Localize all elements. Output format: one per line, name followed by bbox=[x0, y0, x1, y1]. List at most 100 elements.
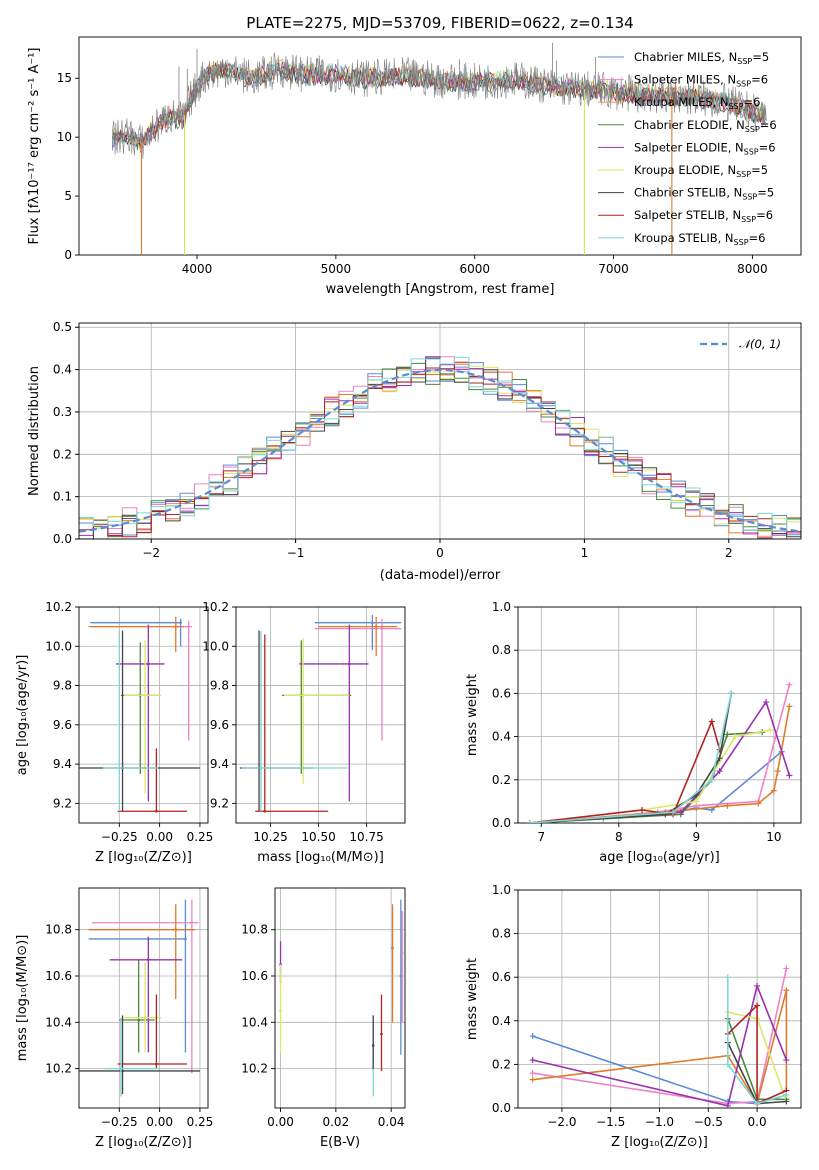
z-mass-point-5 bbox=[143, 1016, 147, 1019]
ebv-mass-point-1 bbox=[279, 1009, 282, 1013]
mass-age-ytick-label-3: 9.8 bbox=[210, 679, 229, 693]
mass-age-frame bbox=[235, 606, 406, 824]
mass-age-xtick-label-0: 10.25 bbox=[253, 830, 287, 844]
z-vs-mass-panel: −0.25 0.00 0.25 10.2 10.4 10.6 10.8 Z [log₁₀(Z/… bbox=[15, 887, 213, 1150]
z-mass-xlabel: Z [log₁₀(Z/Z⊙)] bbox=[95, 1135, 192, 1150]
z-weight-ytick-label-4: 0.8 bbox=[492, 927, 511, 941]
z-weight-xtick-label-4: 0.0 bbox=[748, 1115, 767, 1129]
residuals-legend-label: 𝒩(0, 1) bbox=[739, 337, 781, 351]
age-weight-ytick-label-3: 0.6 bbox=[492, 686, 511, 700]
residuals-hist-step-8 bbox=[79, 356, 801, 539]
age-weight-frame bbox=[517, 606, 802, 824]
z-weight-ytick-label-5: 1.0 bbox=[492, 883, 511, 897]
spectrum-ytick-label-2: 10 bbox=[57, 130, 72, 144]
residuals-xtick-label-1: −1 bbox=[287, 546, 305, 560]
z-weight-series-line-4 bbox=[532, 983, 788, 1107]
age-weight-series-marker-2-5 bbox=[774, 768, 781, 775]
age-weight-series-line-6 bbox=[529, 693, 732, 823]
spectrum-xtick-label-3: 7000 bbox=[598, 262, 629, 276]
age-weight-series-marker-3-3 bbox=[724, 731, 731, 738]
spectrum-panel: PLATE=2275, MJD=53709, FIBERID=0622, z=0… bbox=[27, 14, 802, 297]
age-weight-ytick-label-4: 0.8 bbox=[492, 643, 511, 657]
z-weight-ytick-label-3: 0.6 bbox=[492, 970, 511, 984]
z-age-point-7 bbox=[155, 809, 158, 813]
z-weight-series-marker-4-1 bbox=[724, 1102, 731, 1108]
z-weight-series-line-8 bbox=[727, 977, 787, 1105]
mass-age-point-7 bbox=[263, 809, 267, 813]
mass-age-point-4 bbox=[348, 662, 351, 666]
z-weight-series-marker-8-3 bbox=[783, 1091, 790, 1098]
residuals-xlabel: (data-model)/error bbox=[380, 568, 501, 583]
z-age-xtick-label-2: 0.25 bbox=[187, 830, 214, 844]
mass-age-xtick-label-1: 10.50 bbox=[301, 830, 335, 844]
z-weight-series-marker-1-3 bbox=[783, 965, 790, 972]
ebv-mass-point-3 bbox=[371, 1044, 375, 1047]
spectrum-legend-label-n-1: =6 bbox=[751, 73, 768, 87]
age-weight-series-marker-8-0 bbox=[526, 820, 533, 823]
spectrum-legend-label-text-7: Salpeter STELIB, N bbox=[634, 208, 741, 222]
spectrum-xtick-label-1: 5000 bbox=[321, 262, 352, 276]
age-weight-series-marker-7-3 bbox=[708, 718, 715, 725]
z-mass-point-6 bbox=[121, 1069, 124, 1073]
age-weight-series-marker-2-4 bbox=[770, 787, 777, 794]
mass-age-xtick-label-2: 10.75 bbox=[349, 830, 383, 844]
age-weight-series-marker-1-4 bbox=[786, 681, 793, 688]
age-weight-series-marker-5-2 bbox=[693, 798, 700, 805]
age-weight-ytick-label-5: 1.0 bbox=[492, 600, 511, 614]
z-age-point-0 bbox=[179, 621, 182, 625]
z-weight-ytick-label-2: 0.4 bbox=[492, 1014, 511, 1028]
residuals-ytick-label-4: 0.4 bbox=[53, 363, 72, 377]
mass-age-point-0 bbox=[371, 621, 374, 625]
z-mass-point-7 bbox=[155, 1062, 158, 1066]
age-weight-series-line-8 bbox=[529, 693, 732, 823]
z-weight-series-line-7 bbox=[727, 1003, 787, 1105]
spectrum-legend-label-text-3: Chabrier ELODIE, N bbox=[634, 118, 745, 132]
spectrum-legend-label-sub-5: SSP bbox=[736, 170, 751, 179]
z-weight-series-marker-7-1 bbox=[754, 1002, 761, 1009]
residuals-ytick-label-3: 0.3 bbox=[53, 405, 72, 419]
z-weight-series-marker-4-3 bbox=[783, 1057, 790, 1064]
mass-age-ytick-label-2: 9.6 bbox=[210, 718, 229, 732]
residuals-xtick-label-4: 2 bbox=[725, 546, 733, 560]
ebv-mass-point-5 bbox=[391, 946, 394, 950]
spectrum-legend-label-4: Salpeter ELODIE, NSSP=6 bbox=[634, 140, 776, 156]
spectrum-legend-label-n-5: =5 bbox=[751, 163, 768, 177]
z-mass-xtick-label-0: −0.25 bbox=[101, 1115, 138, 1129]
spectrum-legend-label-8: Kroupa STELIB, NSSP=6 bbox=[634, 231, 765, 247]
mass-age-point-5 bbox=[301, 694, 305, 697]
spectrum-xlabel: wavelength [Angstrom, rest frame] bbox=[326, 282, 555, 297]
residuals-xtick-label-2: 0 bbox=[436, 546, 444, 560]
z-age-ylabel: age [log₁₀(age/yr)] bbox=[15, 655, 30, 776]
z-weight-series-marker-8-1 bbox=[724, 1061, 731, 1068]
z-mass-ylabel: mass [log₁₀(M/M⊙)] bbox=[15, 935, 30, 1062]
age-weight-xtick-label-2: 9 bbox=[693, 830, 701, 844]
residuals-frame bbox=[78, 322, 802, 540]
age-weight-ytick-label-2: 0.4 bbox=[492, 730, 511, 744]
mass-age-ytick-label-0: 9.2 bbox=[210, 796, 229, 810]
age-weight-series-marker-5-4 bbox=[766, 727, 773, 734]
residuals-xtick-label-0: −2 bbox=[142, 546, 160, 560]
z-age-ytick-label-2: 9.6 bbox=[53, 718, 72, 732]
z-weight-series-marker-2-3 bbox=[783, 987, 790, 994]
spectrum-legend-label-text-5: Kroupa ELODIE, N bbox=[634, 163, 736, 177]
ebv-mass-point-7 bbox=[400, 951, 404, 955]
z-age-point-2 bbox=[174, 625, 178, 628]
ebv-mass-xtick-label-2: 0.04 bbox=[378, 1115, 405, 1129]
spectrum-legend-label-sub-2: SSP bbox=[729, 102, 744, 111]
z-weight-series-marker-2-0 bbox=[529, 1076, 536, 1083]
z-weight-xtick-label-3: −0.5 bbox=[694, 1115, 723, 1129]
spectrum-legend-label-n-2: =6 bbox=[744, 95, 761, 109]
ebv-mass-xtick-label-1: 0.02 bbox=[322, 1115, 349, 1129]
spectrum-legend-label-text-2: Kroupa MILES, N bbox=[634, 95, 729, 109]
z-weight-xtick-label-2: −1.0 bbox=[645, 1115, 674, 1129]
age-weight-ylabel: mass weight bbox=[465, 674, 480, 756]
residuals-ylabel: Normed distribution bbox=[27, 366, 42, 496]
age-weight-ytick-label-0: 0.0 bbox=[492, 816, 511, 830]
spectrum-ylabel: Flux [fλ10⁻¹⁷ erg cm⁻² s⁻¹ A⁻¹] bbox=[27, 48, 42, 245]
spectrum-legend-label-sub-1: SSP bbox=[736, 80, 751, 89]
age-weight-ytick-label-1: 0.2 bbox=[492, 773, 511, 787]
z-mass-point-0 bbox=[184, 937, 187, 941]
z-mass-point-3 bbox=[137, 1018, 140, 1022]
z-mass-ytick-label-0: 10.2 bbox=[45, 1062, 72, 1076]
